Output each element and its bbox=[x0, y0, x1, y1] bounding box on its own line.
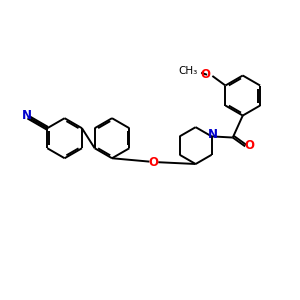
Text: O: O bbox=[149, 155, 159, 169]
Text: O: O bbox=[244, 139, 254, 152]
Text: O: O bbox=[201, 68, 211, 81]
Text: N: N bbox=[22, 109, 32, 122]
Text: N: N bbox=[208, 128, 218, 141]
Text: CH₃: CH₃ bbox=[178, 66, 198, 76]
